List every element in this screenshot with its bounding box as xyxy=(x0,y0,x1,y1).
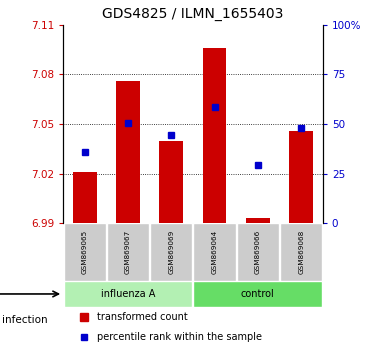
Text: control: control xyxy=(241,289,275,299)
FancyBboxPatch shape xyxy=(107,223,149,281)
FancyBboxPatch shape xyxy=(193,281,322,307)
Bar xyxy=(116,81,140,223)
Text: GSM869065: GSM869065 xyxy=(82,230,88,274)
Text: GSM869068: GSM869068 xyxy=(298,230,304,274)
Text: GSM869069: GSM869069 xyxy=(168,230,174,274)
Text: GSM869067: GSM869067 xyxy=(125,230,131,274)
FancyBboxPatch shape xyxy=(150,223,193,281)
Bar xyxy=(246,218,270,223)
Bar xyxy=(160,141,183,223)
Title: GDS4825 / ILMN_1655403: GDS4825 / ILMN_1655403 xyxy=(102,7,283,21)
Bar xyxy=(73,172,96,223)
Text: GSM869066: GSM869066 xyxy=(255,230,261,274)
FancyBboxPatch shape xyxy=(280,223,322,281)
Text: percentile rank within the sample: percentile rank within the sample xyxy=(97,332,262,342)
Text: infection: infection xyxy=(2,315,47,325)
Text: influenza A: influenza A xyxy=(101,289,155,299)
Text: GSM869064: GSM869064 xyxy=(211,230,217,274)
Bar xyxy=(203,48,226,223)
Bar xyxy=(289,131,313,223)
FancyBboxPatch shape xyxy=(63,223,106,281)
FancyBboxPatch shape xyxy=(193,223,236,281)
FancyBboxPatch shape xyxy=(237,223,279,281)
Text: transformed count: transformed count xyxy=(97,312,188,322)
FancyBboxPatch shape xyxy=(63,281,193,307)
